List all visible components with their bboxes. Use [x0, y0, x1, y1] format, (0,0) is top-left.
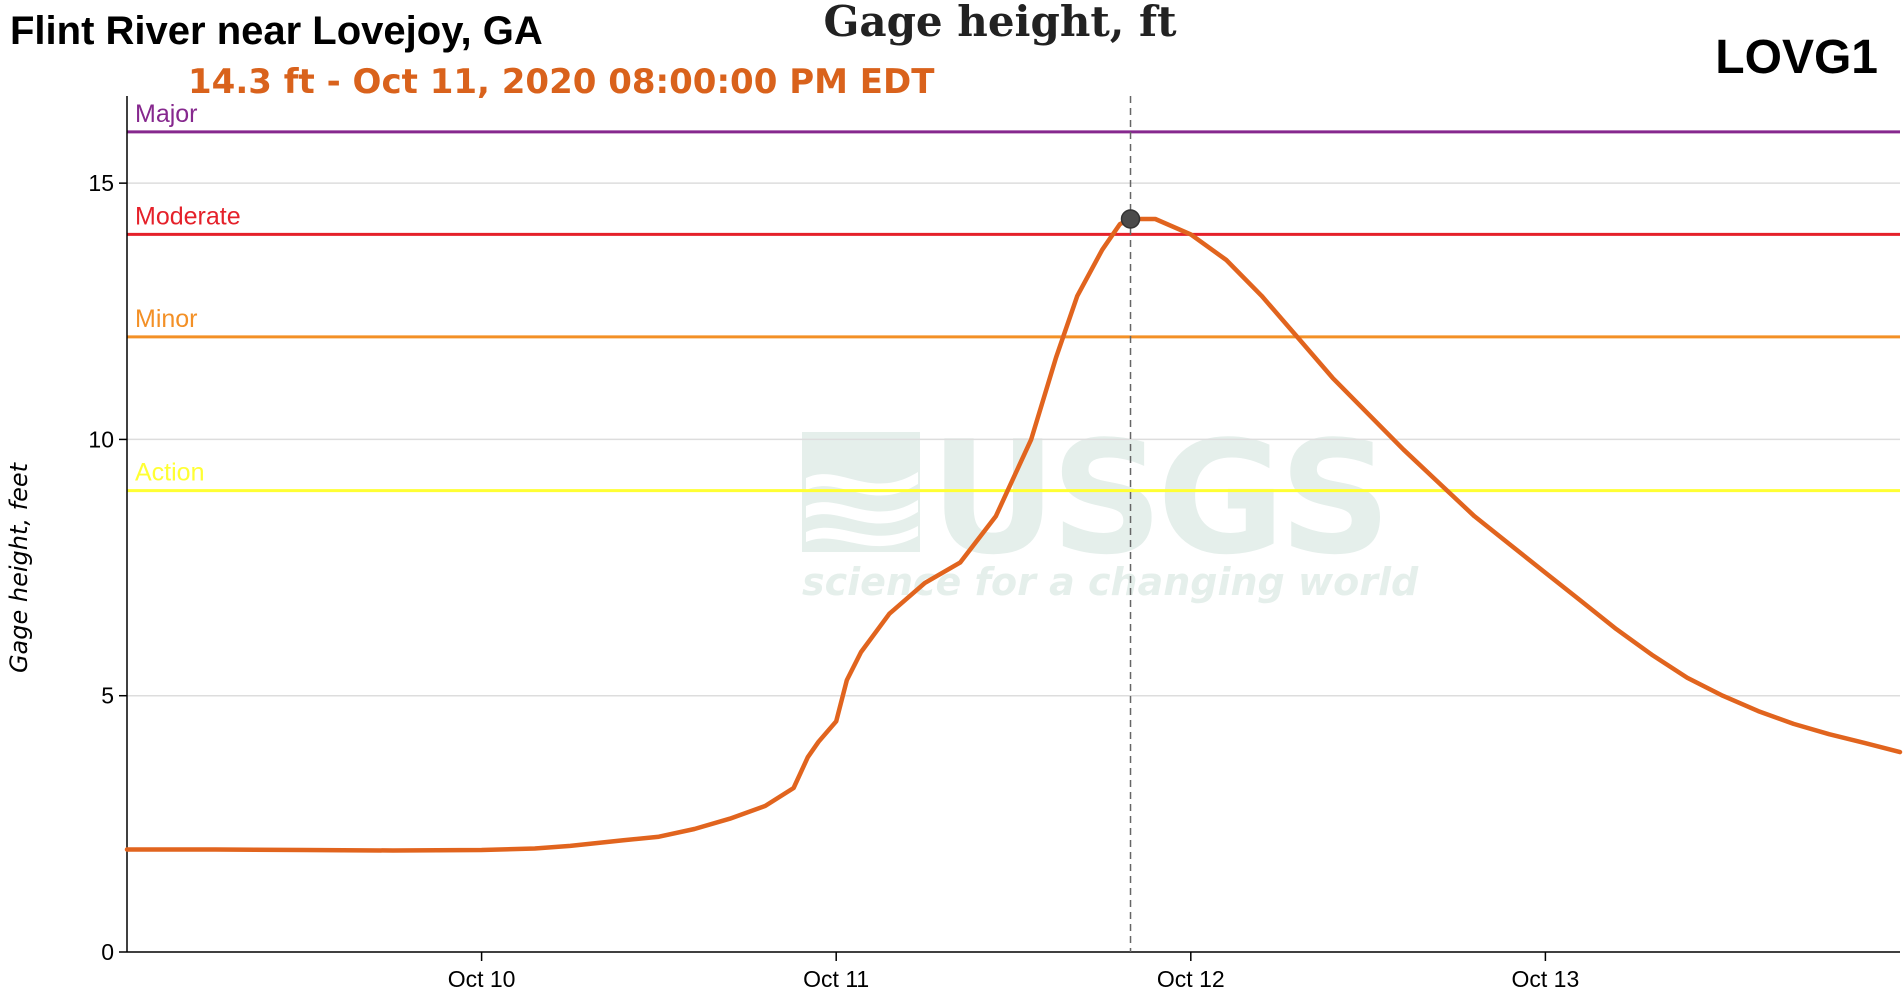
- series-layer: [124, 216, 1903, 853]
- y-tick-label: 15: [88, 170, 114, 196]
- x-tick-label: Oct 13: [1512, 966, 1580, 990]
- y-axis-label: Gage height, feet: [5, 461, 33, 673]
- value-readout: 14.3 ft - Oct 11, 2020 08:00:00 PM EDT: [188, 62, 935, 102]
- x-tick-label: Oct 11: [803, 966, 869, 990]
- axes: 0 5 10 15 Oct 10 Oct 11 Oct 12 Oct 13: [88, 96, 1900, 990]
- threshold-label-minor: Minor: [135, 305, 198, 333]
- hover-readout-layer: [1120, 96, 1141, 952]
- highlight-point: [1120, 209, 1141, 229]
- x-tick-label: Oct 10: [448, 966, 516, 990]
- site-name: Flint River near Lovejoy, GA: [10, 9, 543, 53]
- y-tick-label: 5: [101, 683, 114, 709]
- flood-thresholds: Major Moderate Minor Action: [127, 100, 1900, 493]
- watermark-tagline: science for a changing world: [802, 560, 1419, 604]
- y-tick-label: 10: [88, 426, 114, 452]
- threshold-label-action: Action: [135, 459, 204, 487]
- x-tick-label: Oct 12: [1157, 966, 1225, 990]
- usgs-watermark: USGS science for a changing world: [802, 407, 1419, 604]
- series-line-gage-height: [124, 216, 1903, 853]
- chart-title: Gage height, ft: [823, 0, 1177, 46]
- site-id: LOVG1: [1715, 31, 1878, 84]
- grid-lines: [127, 182, 1900, 697]
- watermark-logo-text: USGS: [930, 407, 1385, 589]
- threshold-label-major: Major: [135, 100, 198, 128]
- y-tick-label: 0: [101, 939, 114, 965]
- threshold-label-moderate: Moderate: [135, 202, 241, 230]
